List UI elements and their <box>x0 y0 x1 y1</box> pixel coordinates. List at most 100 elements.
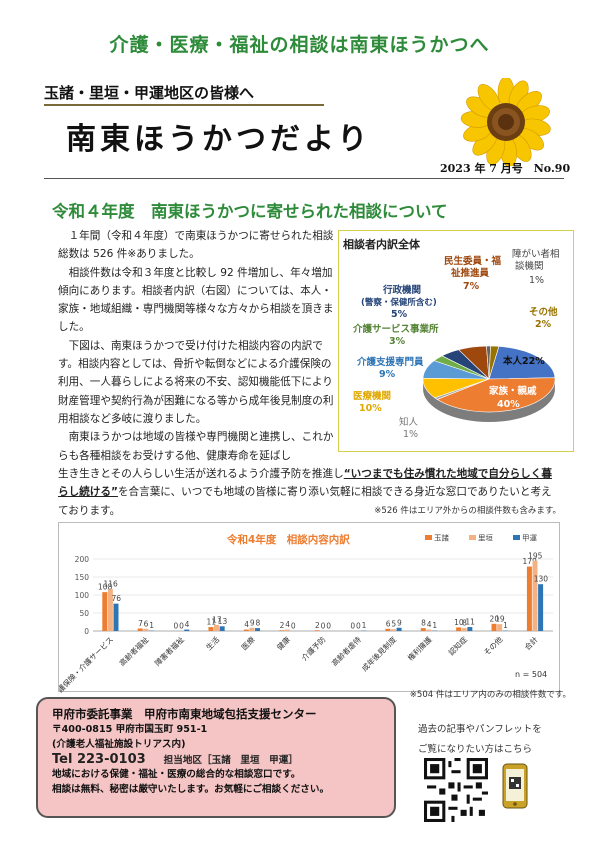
pie-slice-1 <box>436 377 556 413</box>
paragraph: 南東ほうかつは地域の皆様や専門機関と連携し、これからも各種相談をお受けする他、健… <box>58 431 334 462</box>
bar-value-label: 179 <box>523 557 538 566</box>
bar-legend: 玉諸 里垣 甲運 <box>425 533 537 543</box>
bar-value-label: 8 <box>462 619 467 628</box>
bar <box>461 628 467 631</box>
pie-slice-9 <box>488 345 500 380</box>
bar <box>219 626 225 631</box>
center-privacy: 相談は無料、秘密は厳守いたします。お気軽にご相談ください。 <box>52 784 330 795</box>
bar-value-label: 9 <box>397 618 402 627</box>
pie-label-honnin: 本人22% <box>503 355 545 367</box>
area-underline <box>44 104 324 106</box>
paragraph: 相談件数は令和３年度と比較し 92 件増加し、年々増加傾向にあります。相談者内訳… <box>58 266 334 334</box>
bar-value-label: 6 <box>386 619 391 628</box>
x-category-label: 生活 <box>204 634 222 652</box>
bar <box>385 628 391 631</box>
pie-label-minsei: 祉推進員 <box>450 267 490 279</box>
bar <box>538 584 544 631</box>
bar <box>467 627 473 631</box>
pie-label-chijin: 知人 <box>399 416 419 428</box>
bar <box>526 566 532 631</box>
bar <box>456 627 462 631</box>
bar <box>284 629 290 631</box>
bar <box>532 560 538 631</box>
center-address: 〒400-0815 甲府市国玉町 951-1 <box>52 724 208 735</box>
article-closing: 生き生きとその人らしい生活が送れるよう介護予防を推進し“いつまでも住み慣れた地域… <box>58 465 558 520</box>
smartphone-icon <box>502 763 528 809</box>
tel-row: Tel 223-0103 担当地区［玉諸 里垣 甲運］ <box>52 752 380 767</box>
bar-value-label: 0 <box>356 622 361 631</box>
bar-value-label: 19 <box>495 615 505 624</box>
pie-label-chijin-pct: 1% <box>403 429 418 440</box>
bar-value-label: 8 <box>255 619 260 628</box>
center-description: 地域における保健・福祉・医療の総合的な相談窓口です。 <box>52 769 301 780</box>
x-category-label: 成年後見制度 <box>359 634 398 673</box>
section-title: 令和４年度 南東ほうかつに寄せられた相談について <box>52 202 448 221</box>
x-category-label: 健康 <box>274 634 292 652</box>
legend-swatch <box>513 535 520 540</box>
bar-value-label: 11 <box>465 618 475 627</box>
y-tick-label: 100 <box>75 591 90 600</box>
pie-label-kazoku-pct: 40% <box>497 399 520 410</box>
bar-value-label: 4 <box>185 620 190 629</box>
center-name: 甲府市委託事業 甲府市南東地域包括支援センター <box>52 707 317 721</box>
y-tick-label: 150 <box>75 573 90 582</box>
bar-value-label: 0 <box>179 622 184 631</box>
pie-slice-0 <box>488 346 556 380</box>
qr-caption-line: 過去の記事やパンフレットを <box>418 724 542 735</box>
legend-swatch <box>469 535 476 540</box>
legend-label: 甲運 <box>522 534 537 543</box>
bar-value-label: 9 <box>250 618 255 627</box>
article-body: １年間（令和４年度）で南東ほうかつに寄せられた相談総数は 526 件※ありました… <box>58 227 334 465</box>
sunflower-icon <box>460 78 551 166</box>
bar-value-label: 0 <box>350 622 355 631</box>
pie-chart: 民生委員・福 祉推進員 7% 障がい者相 談機関 1% その他 2% 行政機関 … <box>352 248 560 440</box>
bar <box>137 628 143 631</box>
bar-value-label: 1 <box>432 621 437 630</box>
pie-label-cm-pct: 9% <box>379 369 396 380</box>
y-tick-label: 200 <box>75 555 90 564</box>
closing-text: 生き生きとその人らしい生活が送れるよう介護予防を推進し <box>58 468 344 480</box>
bar <box>255 628 261 631</box>
legend-label: 里垣 <box>478 533 493 543</box>
pie-label-shogai: 談機関 <box>515 260 544 272</box>
pie-label-minsei-pct: 7% <box>463 281 480 292</box>
bar <box>491 623 497 631</box>
bar <box>107 589 113 631</box>
pie-label-shogai-pct: 1% <box>529 275 544 286</box>
pie-label-shogai: 障がい者相 <box>512 248 560 260</box>
y-tick-label: 50 <box>79 609 89 618</box>
bar-x-labels: 介護保険・介護サービス 高齢者福祉 障害者福祉 生活 医療 健康 介護予防 高齢者虐待成年後見… <box>59 634 540 693</box>
center-areas: 担当地区［玉諸 里垣 甲運］ <box>163 755 298 766</box>
qr-code-icon[interactable] <box>424 758 488 822</box>
bar-value-label: 11 <box>206 618 216 627</box>
bar <box>279 630 285 631</box>
center-tel: Tel 223-0103 <box>52 752 146 767</box>
bar-value-label: 0 <box>173 622 178 631</box>
bar <box>390 629 396 631</box>
bar <box>113 603 119 631</box>
bar-n-label: n = 504 <box>515 670 547 679</box>
legend-swatch <box>425 535 432 540</box>
pie-label-sonota-pct: 2% <box>535 319 552 330</box>
x-category-label: その他 <box>481 634 504 657</box>
bar-value-label: 4 <box>285 620 290 629</box>
bar-value-label: 76 <box>112 594 122 603</box>
pie-chart-panel: 相談者内訳全体 民生委員・福 祉推進員 7% 障がい者相 談機関 1% その他 … <box>338 230 574 452</box>
bar <box>497 624 503 631</box>
paragraph: １年間（令和４年度）で南東ほうかつに寄せられた相談総数は 526 件※ありました… <box>58 230 334 261</box>
pie-label-gyosei-pct: 5% <box>391 309 408 320</box>
x-category-label: 介護予防 <box>299 634 328 663</box>
bar-value-label: 195 <box>528 551 543 560</box>
bar-value-label: 2 <box>315 621 320 630</box>
bar-value-label: 1 <box>149 621 154 630</box>
bar <box>420 628 426 631</box>
bar-value-label: 1 <box>362 621 367 630</box>
bar-value-label: 17 <box>212 615 222 624</box>
bar-value-label: 108 <box>98 583 113 592</box>
x-category-label: 認知症 <box>446 634 469 657</box>
bar-value-label: 0 <box>291 622 296 631</box>
header-divider <box>44 178 564 179</box>
banner-title: 介護・医療・福祉の相談は南東ほうかつへ <box>109 34 490 56</box>
bar-value-label: 2 <box>280 621 285 630</box>
x-category-label: 合計 <box>522 634 540 652</box>
